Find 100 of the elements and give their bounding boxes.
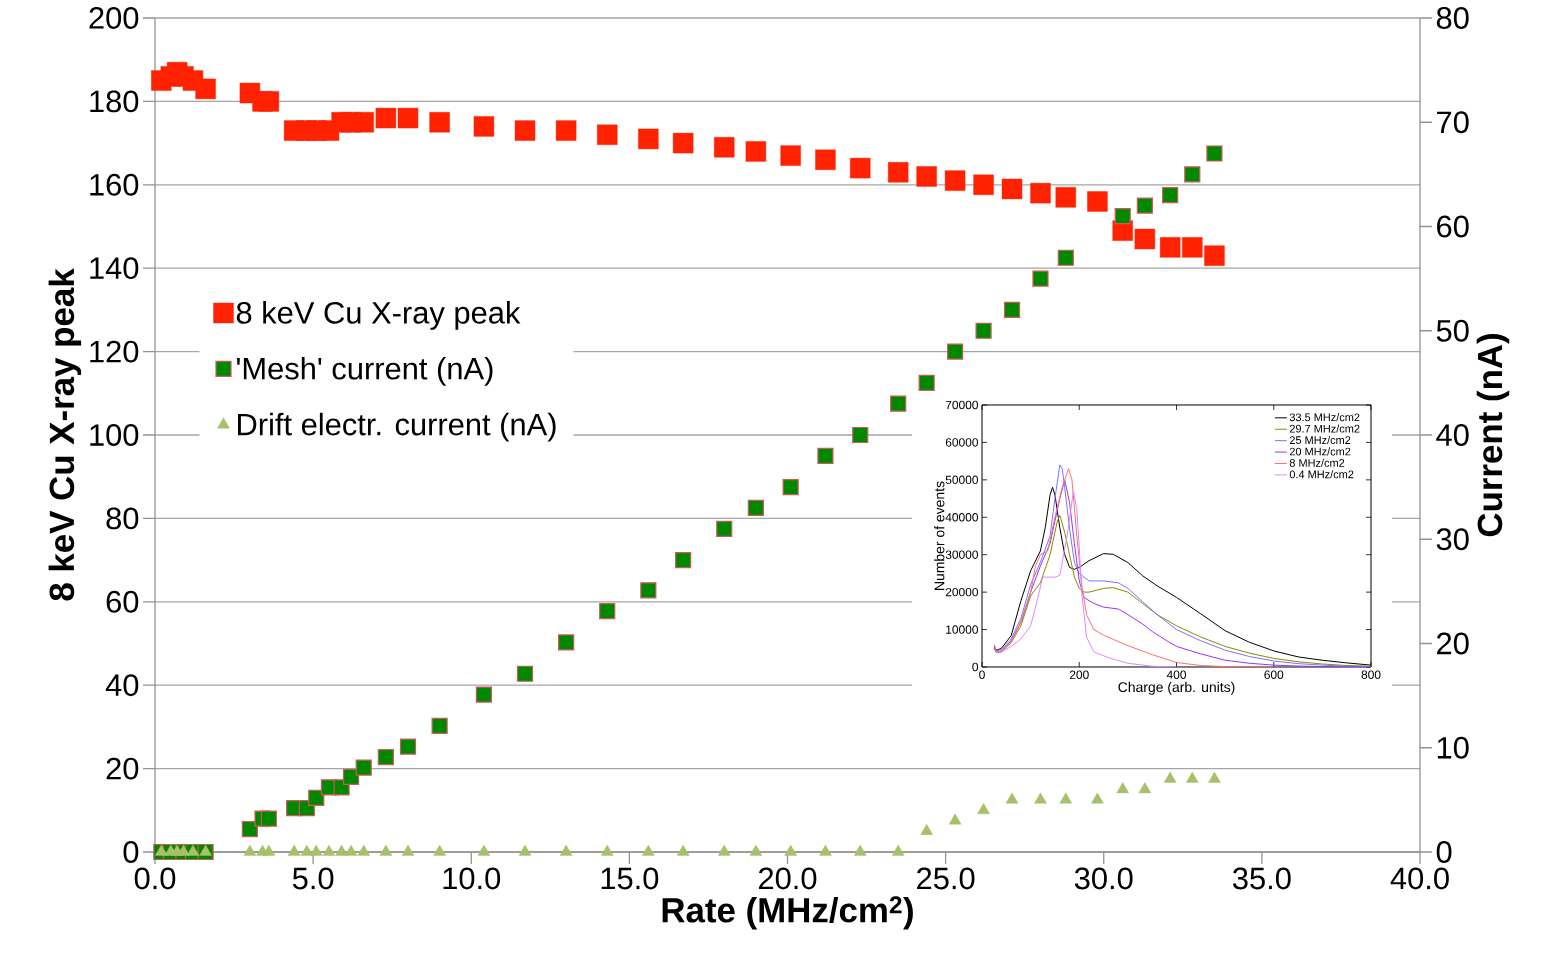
y-tick-label: 20000 [945, 587, 979, 597]
point [714, 137, 735, 158]
point [342, 768, 360, 786]
point [675, 552, 692, 569]
point [308, 789, 325, 806]
point [1001, 178, 1023, 200]
point [287, 844, 301, 856]
x-tick-label: 10.0 [443, 867, 501, 890]
point [600, 844, 614, 856]
point [916, 166, 937, 187]
point [973, 174, 994, 195]
point [1055, 187, 1076, 208]
point [1091, 792, 1104, 804]
point [357, 844, 370, 856]
y2-tick-label: 80 [1436, 7, 1469, 29]
point [599, 603, 616, 620]
y-tick-label: 180 [90, 90, 139, 113]
y-tick-label: 20 [106, 757, 139, 780]
point [640, 582, 657, 599]
point [948, 813, 962, 825]
x-axis-title: Charge (arb. units) [1118, 681, 1235, 695]
point [310, 844, 323, 856]
y-axis-title: Number of events [934, 481, 945, 590]
point [431, 717, 448, 734]
y-tick-label: 70000 [945, 400, 979, 410]
point [429, 112, 450, 133]
legend-label: 33.5 MHz/cm2 [1289, 413, 1360, 422]
point [1114, 207, 1131, 225]
point [475, 686, 492, 703]
y2-tick-label: 10 [1437, 736, 1469, 759]
point [852, 426, 869, 444]
point [355, 759, 372, 776]
point [1159, 237, 1181, 258]
y-axis-title: 8 keV Cu X-ray peak [48, 268, 82, 601]
point [1005, 792, 1019, 804]
legend-label: 8 MHz/cm2 [1289, 458, 1345, 467]
point [1184, 166, 1201, 183]
point [597, 124, 618, 145]
point [780, 145, 801, 166]
legend-label: Drift electr. current (nA) [238, 412, 556, 442]
point [850, 157, 871, 179]
point [473, 116, 495, 137]
point [1163, 771, 1177, 783]
point [344, 844, 358, 856]
point [1003, 301, 1021, 318]
x-tick-label: 800 [1361, 670, 1381, 679]
y-tick-label: 10000 [946, 625, 979, 634]
x-tick-label: 15.0 [601, 867, 659, 890]
point [397, 107, 419, 129]
point [262, 844, 276, 856]
point [379, 844, 393, 856]
point [300, 844, 314, 856]
point [672, 132, 694, 154]
point [815, 149, 836, 170]
y-tick-label: 120 [90, 340, 139, 363]
point [243, 844, 257, 856]
point [199, 844, 212, 856]
y-tick-label: 100 [90, 424, 139, 446]
x-tick-label: 20.0 [758, 867, 817, 890]
point [1206, 145, 1223, 162]
point [1030, 182, 1051, 204]
point [890, 395, 907, 412]
x-tick-label: 0 [979, 670, 985, 679]
x-tick-label: 35.0 [1232, 867, 1291, 890]
point [1034, 792, 1047, 804]
point [1182, 237, 1203, 258]
point [322, 844, 336, 856]
y2-tick-label: 40 [1436, 424, 1469, 446]
point [749, 844, 763, 856]
point [399, 738, 417, 755]
x-tick-label: 600 [1264, 670, 1284, 679]
y2-tick-label: 50 [1436, 319, 1469, 342]
point [1186, 771, 1199, 783]
y-tick-label: 50000 [945, 475, 979, 485]
point [1134, 228, 1156, 250]
point [1162, 187, 1179, 204]
y-tick-label: 60 [106, 590, 139, 613]
point [375, 107, 397, 129]
point [186, 844, 200, 856]
point [975, 322, 992, 339]
point [819, 844, 832, 856]
x-tick-label: 0.0 [134, 867, 176, 890]
y-tick-label: 40 [105, 674, 139, 697]
point [477, 844, 491, 856]
point [1032, 270, 1049, 287]
legend-label: 8 keV Cu X-ray peak [236, 301, 521, 330]
point [747, 499, 764, 517]
y-tick-label: 30000 [945, 550, 979, 559]
legend-label: 25 MHz/cm2 [1289, 435, 1351, 444]
point [853, 844, 867, 856]
y-tick-label: 140 [90, 257, 139, 280]
point [1087, 191, 1108, 212]
point [918, 374, 935, 391]
x-tick-label: 30.0 [1074, 867, 1133, 890]
point [782, 479, 799, 496]
x-tick-label: 40.0 [1390, 867, 1449, 890]
point [891, 844, 905, 856]
point [920, 823, 933, 835]
y2-tick-label: 60 [1437, 215, 1469, 238]
legend-label: 29.7 MHz/cm2 [1289, 424, 1360, 433]
